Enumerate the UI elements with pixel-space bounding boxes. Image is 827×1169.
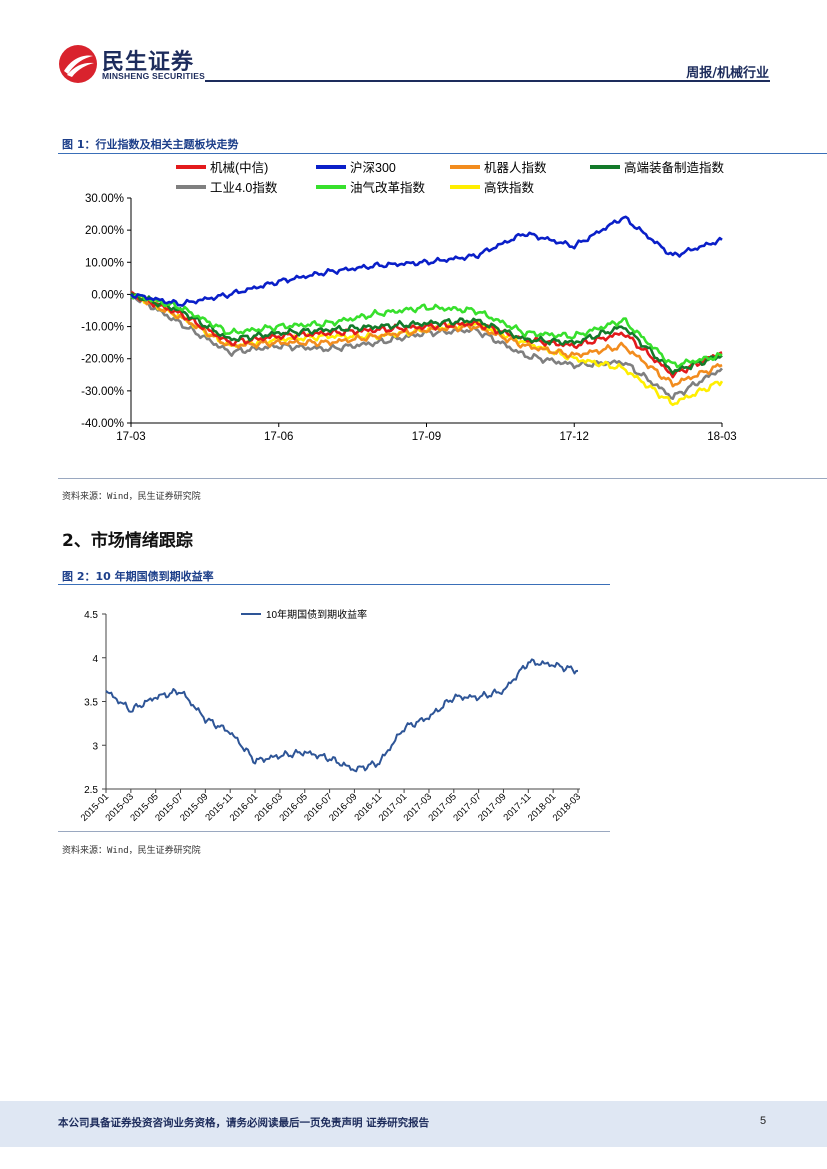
- x-tick-label: 17-06: [264, 431, 293, 443]
- y-tick-label: -20.00%: [81, 354, 124, 366]
- legend-label: 高铁指数: [484, 180, 535, 195]
- logo-chinese-name: 民生证券: [102, 50, 195, 75]
- series-line: [130, 292, 723, 375]
- series-line: [130, 215, 723, 307]
- legend-label: 工业4.0指数: [210, 180, 278, 195]
- figure2-top-rule: [58, 584, 610, 585]
- y-tick-label: 10.00%: [85, 257, 124, 269]
- series-line: [130, 293, 724, 407]
- legend-label: 10年期国债到期收益率: [266, 608, 367, 621]
- series-line: [105, 658, 579, 773]
- y-tick-label: 0.00%: [91, 289, 124, 301]
- x-tick-label: 18-03: [707, 431, 736, 443]
- legend-label: 机器人指数: [484, 160, 547, 175]
- footer-bar: [0, 1101, 827, 1147]
- legend-label: 沪深300: [350, 161, 396, 175]
- series-line: [129, 293, 723, 369]
- y-tick-label: 20.00%: [85, 225, 124, 237]
- y-tick-label: 2.5: [84, 785, 98, 796]
- section-heading: 2、市场情绪跟踪: [62, 531, 193, 551]
- y-tick-label: -10.00%: [81, 322, 124, 334]
- figure1-top-rule: [58, 153, 827, 154]
- minsheng-logo-icon: [59, 45, 97, 83]
- figure2-source: 资料来源：Wind，民生证券研究院: [62, 846, 201, 856]
- page-number: 5: [760, 1115, 767, 1127]
- legend-label: 机械(中信): [210, 160, 268, 175]
- footer-disclaimer: 本公司具备证券投资咨询业务资格，请务必阅读最后一页免责声明 证券研究报告: [58, 1117, 430, 1129]
- figure1-chart: 30.00% 20.00% 10.00% 0.00% -10.00% -20.00% -30…: [81, 160, 737, 443]
- report-category: 周报/机械行业: [686, 66, 769, 81]
- y-tick-label: 4.5: [84, 610, 98, 621]
- x-tick-label: 17-03: [116, 431, 145, 443]
- figure2-bottom-rule: [58, 831, 610, 832]
- y-tick-label: -40.00%: [81, 418, 124, 430]
- x-tick-label: 2018-03: [551, 791, 583, 823]
- y-tick-label: 3.5: [84, 698, 98, 709]
- figure1-bottom-rule: [58, 478, 827, 479]
- x-tick-label: 17-09: [412, 431, 441, 443]
- x-tick-label: 17-12: [560, 431, 589, 443]
- logo-english-name: MINSHENG SECURITIES: [102, 71, 205, 81]
- y-tick-label: 3: [92, 741, 98, 752]
- legend-label: 高端装备制造指数: [624, 160, 725, 175]
- y-tick-label: 4: [92, 654, 98, 665]
- y-tick-label: -30.00%: [81, 386, 124, 398]
- y-tick-label: 30.00%: [85, 193, 124, 205]
- header-divider: [205, 80, 770, 82]
- figure2-title: 图 2：10 年期国债到期收益率: [62, 570, 214, 583]
- legend-label: 油气改革指数: [350, 180, 426, 195]
- figure1-title: 图 1：行业指数及相关主题板块走势: [62, 138, 239, 151]
- figure2-chart: 4.543.532.52015-012015-032015-052015-072…: [79, 608, 583, 824]
- figure1-source: 资料来源：Wind，民生证券研究院: [62, 492, 201, 502]
